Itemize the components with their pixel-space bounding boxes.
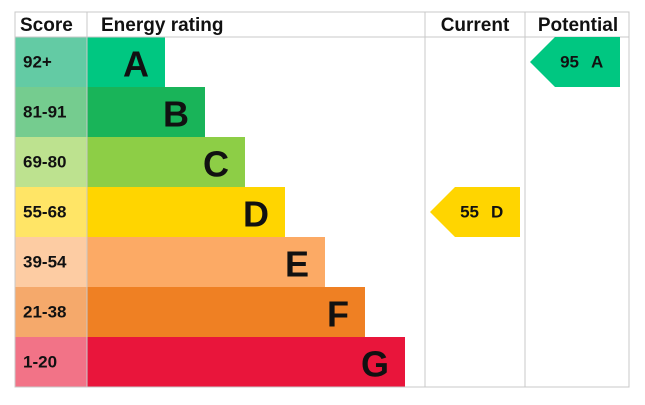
rating-letter: D [243, 194, 269, 235]
rating-letter: G [361, 344, 389, 385]
score-label: 69-80 [23, 153, 66, 172]
score-label: 81-91 [23, 103, 66, 122]
rating-letter: F [327, 294, 349, 335]
rating-letter: C [203, 144, 229, 185]
rating-bar [87, 237, 325, 287]
rating-bar [87, 37, 165, 87]
score-label: 21-38 [23, 303, 66, 322]
score-label: 92+ [23, 53, 52, 72]
current-value: 55 [460, 203, 479, 222]
score-cell [15, 287, 87, 337]
score-cell [15, 187, 87, 237]
score-cell [15, 137, 87, 187]
current-arrow [430, 187, 520, 237]
column-header: Score [20, 15, 73, 36]
score-cell [15, 237, 87, 287]
rating-bar [87, 187, 285, 237]
column-header: Current [441, 15, 510, 36]
rating-letter: E [285, 244, 309, 285]
rating-bar [87, 337, 405, 387]
table-border [14, 11, 630, 388]
score-cell [15, 37, 87, 87]
rating-letter: B [163, 94, 189, 135]
potential-arrow [530, 37, 620, 87]
score-label: 39-54 [23, 253, 67, 272]
rating-bar [87, 287, 365, 337]
score-label: 1-20 [23, 353, 57, 372]
score-cell [15, 337, 87, 387]
column-header: Energy rating [101, 15, 223, 36]
rating-letter: A [123, 44, 149, 85]
column-header: Potential [538, 15, 618, 36]
current-letter: D [491, 203, 503, 222]
potential-letter: A [591, 53, 603, 72]
rating-bar [87, 137, 245, 187]
score-label: 55-68 [23, 203, 66, 222]
score-cell [15, 87, 87, 137]
rating-bar [87, 87, 205, 137]
potential-value: 95 [560, 53, 579, 72]
